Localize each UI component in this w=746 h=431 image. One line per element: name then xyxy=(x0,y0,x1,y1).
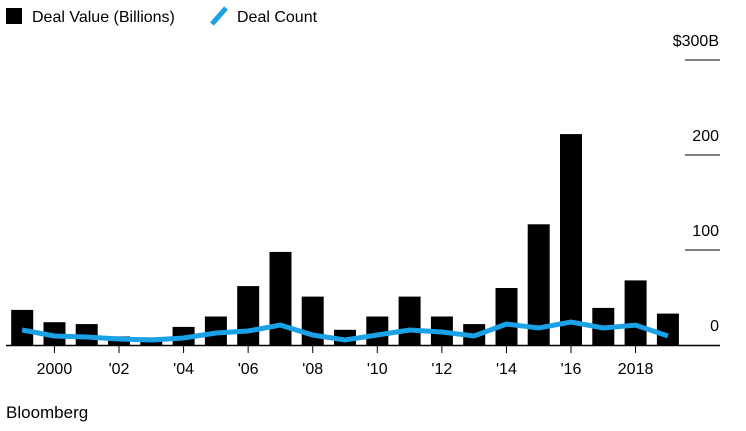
bar xyxy=(560,134,582,345)
legend: Deal Value (Billions) Deal Count xyxy=(6,6,318,26)
bar xyxy=(624,280,647,345)
bar-series xyxy=(11,134,679,345)
bar xyxy=(495,288,518,345)
bar xyxy=(237,286,260,345)
legend-swatch-deal-count xyxy=(210,6,228,26)
y-tick-label: 0 xyxy=(710,318,719,335)
legend-label-deal-count: Deal Count xyxy=(237,9,318,26)
x-tick-label: 2000 xyxy=(37,361,73,378)
x-tick-label: '14 xyxy=(496,361,517,378)
x-tick-label: '16 xyxy=(561,361,582,378)
bar xyxy=(11,309,34,345)
y-axis: $300B 200 100 0 xyxy=(673,33,720,335)
x-tick-label: '10 xyxy=(367,361,388,378)
bar xyxy=(527,224,550,345)
y-tick-label: 200 xyxy=(692,128,719,145)
x-tick-label: '08 xyxy=(302,361,323,378)
legend-swatch-deal-value xyxy=(6,8,22,24)
y-tick-label: $300B xyxy=(673,33,719,50)
x-tick-label: '04 xyxy=(173,361,194,378)
bar xyxy=(398,296,421,345)
legend-label-deal-value: Deal Value (Billions) xyxy=(32,9,175,26)
bar xyxy=(269,251,292,345)
source-label: Bloomberg xyxy=(6,403,89,422)
bar xyxy=(656,313,679,345)
x-tick-label: 2018 xyxy=(618,361,654,378)
x-tick-label: '12 xyxy=(431,361,452,378)
x-tick-label: '06 xyxy=(238,361,259,378)
x-tick-label: '02 xyxy=(109,361,130,378)
bar xyxy=(366,316,389,345)
x-axis: 2000 '02 '04 '06 '08 '10 '12 '14 '16 2018 xyxy=(37,346,654,378)
y-tick-label: 100 xyxy=(692,223,719,240)
deal-count-line xyxy=(21,319,669,343)
